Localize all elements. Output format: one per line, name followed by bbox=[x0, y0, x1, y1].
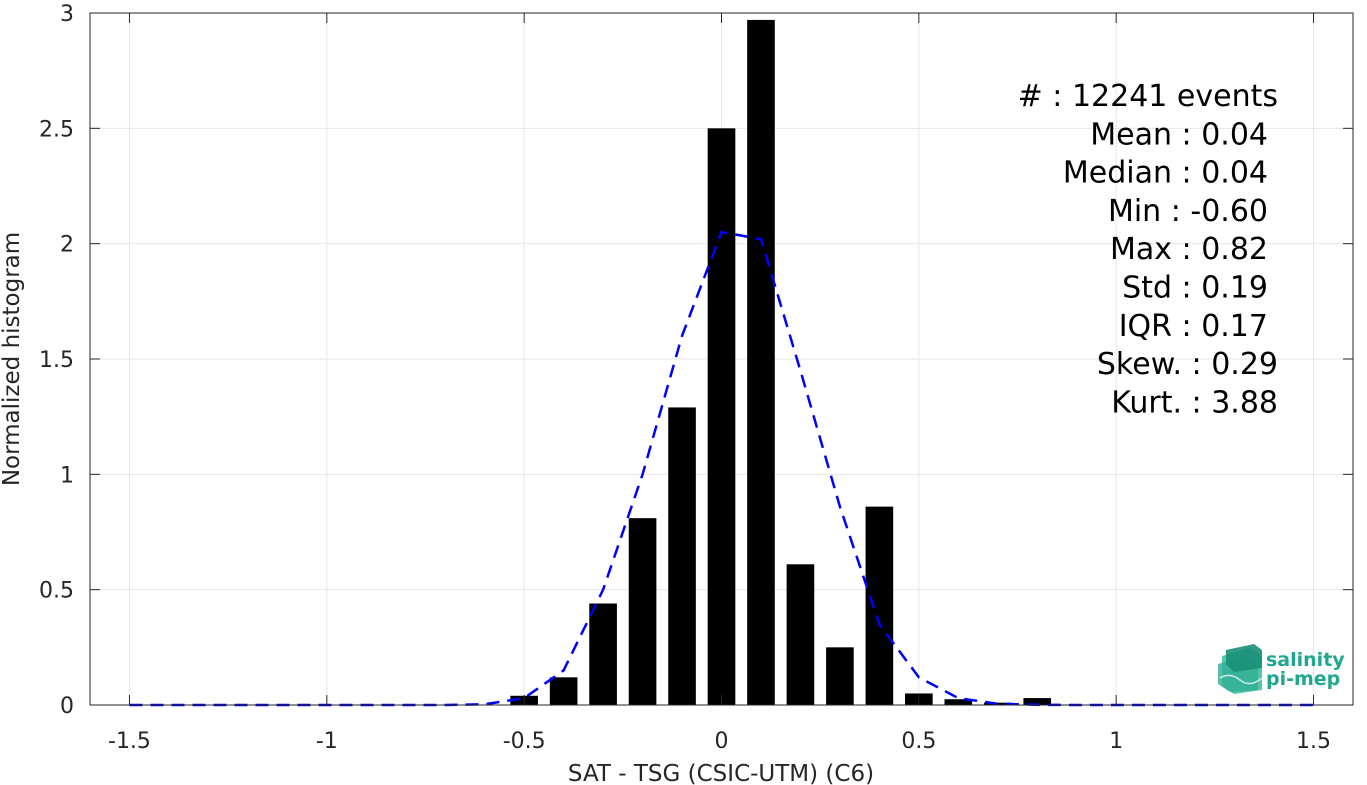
y-tick-label: 1.5 bbox=[39, 348, 74, 373]
x-tick-label: 1 bbox=[1109, 729, 1123, 754]
x-tick-label: -1 bbox=[316, 729, 338, 754]
stat-line: Skew. : 0.29 bbox=[1097, 347, 1278, 382]
stat-line: IQR : 0.17 bbox=[1119, 309, 1268, 344]
histogram-bar bbox=[707, 128, 736, 706]
histogram-bar bbox=[589, 603, 617, 705]
x-tick-label: -0.5 bbox=[503, 729, 546, 754]
stat-line: Median : 0.04 bbox=[1063, 156, 1268, 191]
x-axis-label: SAT - TSG (CSIC-UTM) (C6) bbox=[568, 761, 874, 785]
y-tick-label: 2 bbox=[60, 233, 74, 258]
x-tick-label: 0.5 bbox=[901, 729, 936, 754]
histogram-bar bbox=[668, 407, 696, 705]
y-tick-label: 0 bbox=[60, 694, 74, 719]
stat-line: Min : -0.60 bbox=[1108, 194, 1268, 229]
histogram-bar bbox=[1023, 698, 1052, 705]
histogram-bar bbox=[786, 564, 815, 705]
stat-line: Kurt. : 3.88 bbox=[1111, 385, 1278, 420]
stat-line: Max : 0.82 bbox=[1110, 232, 1268, 267]
logo-line1: salinity bbox=[1266, 649, 1345, 671]
x-tick-label: -1.5 bbox=[108, 729, 151, 754]
x-tick-labels: -1.5 -1 -0.5 0 0.5 1 1.5 bbox=[108, 729, 1331, 754]
salinity-wave-icon bbox=[1218, 644, 1263, 694]
histogram-bar bbox=[865, 506, 894, 705]
x-tick-label: 0 bbox=[715, 729, 729, 754]
logo-line2: pi-mep bbox=[1266, 668, 1340, 690]
y-tick-label: 1 bbox=[60, 463, 74, 488]
y-axis-label: Normalized histogram bbox=[0, 232, 25, 486]
y-tick-label: 0.5 bbox=[39, 579, 74, 604]
salinity-pi-mep-logo: salinity pi-mep bbox=[1218, 644, 1345, 694]
histogram-bar bbox=[944, 699, 973, 705]
stat-line: Mean : 0.04 bbox=[1090, 117, 1268, 152]
stat-line: Std : 0.19 bbox=[1122, 271, 1268, 306]
histogram-bar bbox=[628, 518, 657, 705]
histogram-bar bbox=[826, 647, 854, 705]
y-tick-label: 2.5 bbox=[39, 117, 74, 142]
x-tick-label: 1.5 bbox=[1296, 729, 1331, 754]
histogram-bar bbox=[549, 677, 578, 705]
axis-ticks bbox=[90, 12, 1353, 706]
histogram-bars bbox=[510, 19, 1052, 706]
stat-line: # : 12241 events bbox=[1018, 79, 1278, 114]
y-tick-label: 3 bbox=[60, 2, 74, 27]
histogram-bar bbox=[747, 19, 775, 706]
y-tick-labels: 0 0.5 1 1.5 2 2.5 3 bbox=[39, 2, 74, 719]
